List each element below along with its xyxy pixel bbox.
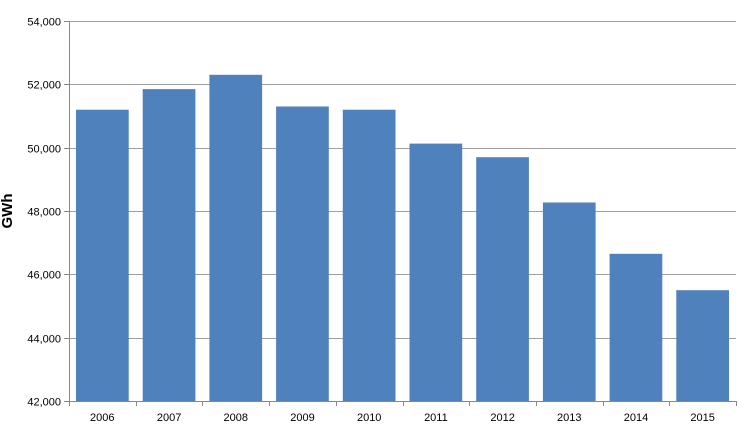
bar-2008 xyxy=(209,74,263,402)
x-tick-label: 2013 xyxy=(557,412,581,424)
bars xyxy=(76,74,729,402)
x-tick-label: 2011 xyxy=(424,412,448,424)
x-tick-label: 2014 xyxy=(624,412,648,424)
axes xyxy=(64,21,737,406)
y-tick-label: 48,000 xyxy=(27,207,61,219)
bar-2013 xyxy=(542,202,596,401)
y-tick-label: 42,000 xyxy=(27,397,61,409)
x-tick-label: 2008 xyxy=(224,412,248,424)
x-tick-label: 2009 xyxy=(290,412,314,424)
bar-2015 xyxy=(676,290,729,401)
x-tick-label: 2010 xyxy=(357,412,381,424)
x-tick-label: 2006 xyxy=(90,412,114,424)
bar-2012 xyxy=(476,157,529,401)
y-tick-label: 50,000 xyxy=(27,144,61,156)
y-tick-label: 52,000 xyxy=(27,80,61,92)
y-axis-title: GWh xyxy=(0,194,16,229)
bar-2006 xyxy=(76,109,129,401)
bar-2014 xyxy=(609,253,663,402)
y-tick-labels: 42,000 44,000 46,000 48,000 50,000 52,000 54,0… xyxy=(27,17,61,409)
bar-2011 xyxy=(409,143,463,401)
x-tick-label: 2007 xyxy=(157,412,181,424)
x-tick-label: 2012 xyxy=(490,412,514,424)
bar-2009 xyxy=(276,106,329,401)
bar-2010 xyxy=(342,109,396,401)
x-tick-label: 2015 xyxy=(690,412,714,424)
y-tick-label: 46,000 xyxy=(27,270,61,282)
y-tick-label: 54,000 xyxy=(27,17,61,29)
y-tick-label: 44,000 xyxy=(27,334,61,346)
bar-2007 xyxy=(142,89,196,401)
x-tick-labels: 2006 2007 2008 2009 2010 2011 2012 2013 2014 2015 xyxy=(90,412,715,424)
